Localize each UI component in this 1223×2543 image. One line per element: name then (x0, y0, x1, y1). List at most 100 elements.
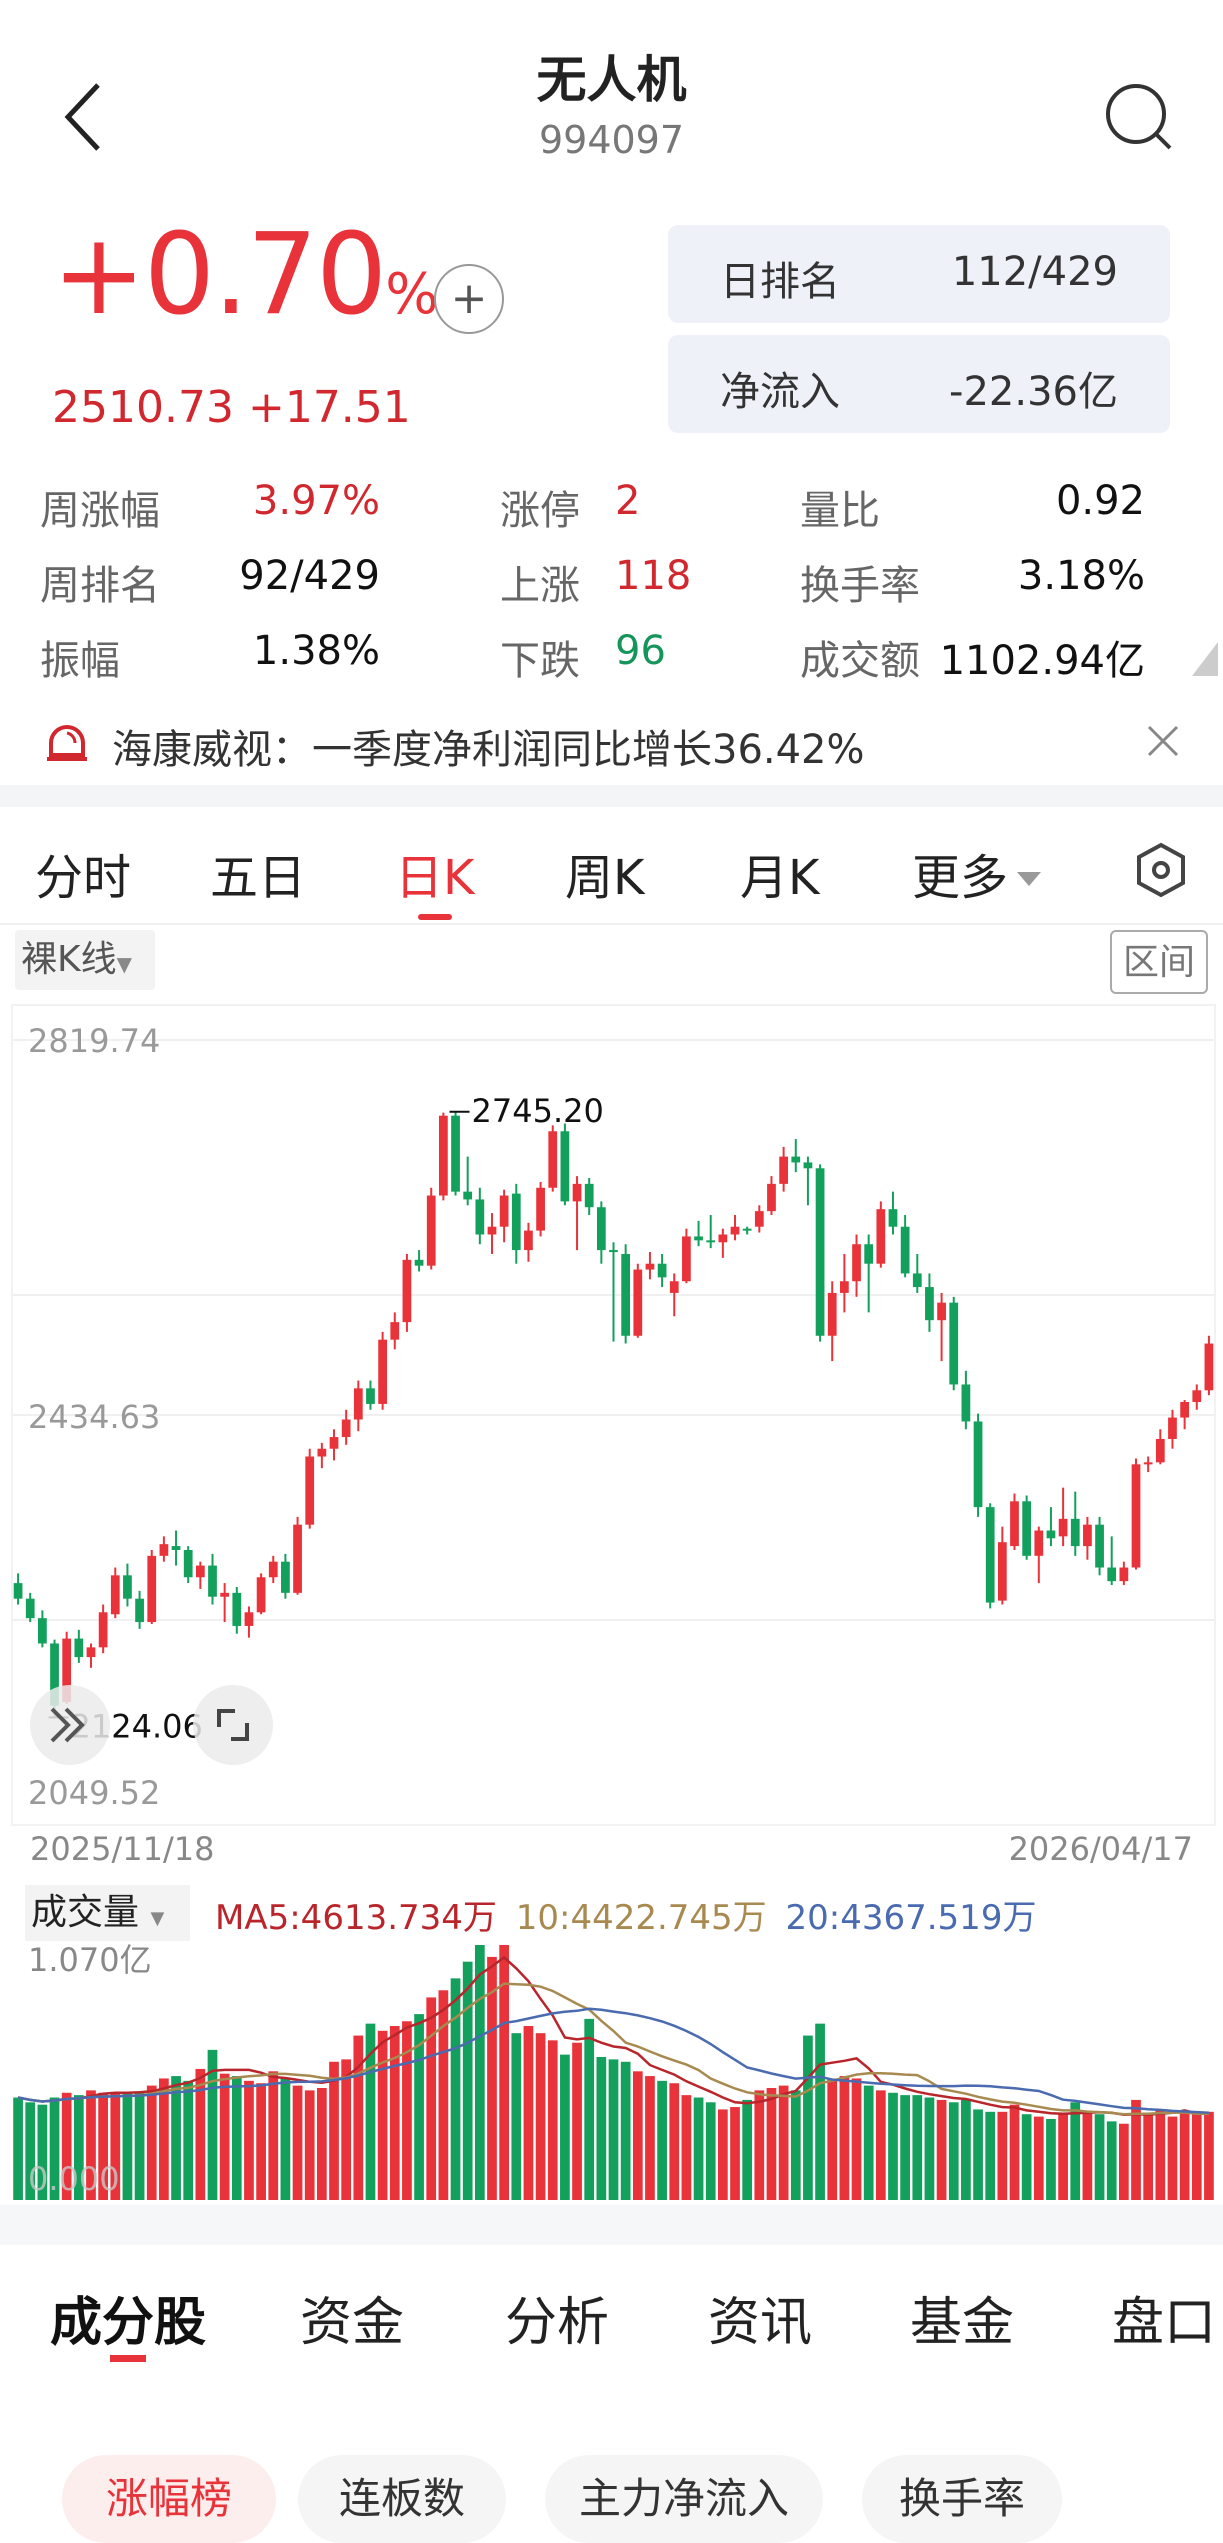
candle-down (281, 1561, 290, 1593)
tab-more[interactable]: 更多 (912, 838, 1044, 908)
tabs-divider (0, 923, 1223, 925)
candle-up (997, 1542, 1007, 1601)
advancers-value: 118 (615, 553, 692, 599)
expand-corner-icon[interactable] (1190, 640, 1220, 680)
weekly-change-label: 周涨幅 (40, 488, 160, 534)
tab-intraday[interactable]: 分时 (35, 850, 132, 906)
candle-up (499, 1195, 509, 1227)
volume-bar (98, 2092, 108, 2200)
candle-down (1046, 1530, 1056, 1539)
candle-up (244, 1612, 254, 1626)
candle-down (912, 1273, 922, 1288)
candle-down (74, 1638, 84, 1658)
candle-up (682, 1236, 691, 1282)
volume-bar (961, 2099, 971, 2200)
tab-fund[interactable]: 基金 (910, 2293, 1015, 2353)
volume-bar (900, 2095, 910, 2200)
chip-consecutive-limit[interactable]: 连板数 (298, 2455, 506, 2543)
expand-icon (217, 1709, 249, 1741)
volume-bar (268, 2071, 279, 2200)
volume-bar (304, 2090, 315, 2200)
chip-main-net-inflow[interactable]: 主力净流入 (545, 2455, 823, 2543)
indicator-dropdown[interactable]: 成交量 ▼ (25, 1885, 190, 1941)
candle-down (232, 1592, 242, 1626)
candle-up (840, 1281, 849, 1293)
candle-down (985, 1507, 995, 1603)
chip-top-gainers[interactable]: 涨幅榜 (62, 2455, 276, 2543)
volume-bar (584, 2018, 595, 2200)
close-icon[interactable] (1145, 723, 1181, 759)
tab-analysis[interactable]: 分析 (505, 2293, 610, 2353)
candle-down (13, 1583, 23, 1599)
net-inflow-box[interactable]: 净流入 -22.36亿 (668, 335, 1170, 433)
volume-bar (681, 2095, 692, 2200)
tab-news[interactable]: 资讯 (708, 2293, 813, 2353)
news-banner[interactable]: 海康威视：一季度净利润同比增长36.42% (0, 705, 1223, 775)
daily-rank-box[interactable]: 日排名 112/429 (668, 225, 1170, 323)
volume-bar (657, 2080, 667, 2200)
volume-bar (402, 2021, 412, 2200)
volume-bar (146, 2085, 157, 2200)
back-button[interactable] (50, 75, 120, 155)
add-watchlist-button[interactable]: + (434, 264, 504, 334)
volume-bar (474, 1945, 485, 2200)
x-axis-end-date: 2026/04/17 (1008, 1830, 1193, 1868)
volume-ratio-label: 量比 (800, 488, 880, 534)
search-button[interactable] (1100, 78, 1180, 158)
volume-bar (450, 1978, 461, 2200)
candle-up (439, 1115, 448, 1196)
volume-bar (195, 2068, 206, 2200)
volume-bar (1021, 2114, 1032, 2200)
volume-bar (851, 2078, 862, 2200)
volume-bar (730, 2107, 740, 2200)
price-line: 2510.73 +17.51 (52, 382, 411, 433)
search-icon (1106, 84, 1172, 150)
tab-daily-k[interactable]: 日K (395, 850, 475, 906)
y-axis-label: 2049.52 (28, 1774, 160, 1812)
index-code: 994097 (538, 118, 685, 162)
volume-bar (535, 2033, 546, 2200)
amplitude-value: 1.38% (252, 628, 380, 674)
fullscreen-button[interactable] (193, 1685, 273, 1765)
volume-chart[interactable] (0, 1930, 1223, 2205)
candle-up (1131, 1464, 1141, 1568)
candle-up (1119, 1567, 1129, 1582)
volume-bar (705, 2102, 716, 2200)
candle-down (463, 1191, 473, 1200)
volume-bar (341, 2059, 352, 2200)
hexagon-settings-icon[interactable] (1135, 842, 1187, 898)
candle-down (1022, 1501, 1032, 1556)
candle-down (560, 1131, 570, 1202)
volume-bar (790, 2090, 801, 2200)
ma20-label: 20:4367.519万 (785, 1898, 1037, 1938)
candle-up (256, 1577, 266, 1613)
volume-bar (742, 2099, 753, 2200)
ma5-label: MA5:4613.734万 (215, 1898, 497, 1938)
weekly-change-value: 3.97% (252, 478, 380, 524)
tab-constituents[interactable]: 成分股 (50, 2293, 207, 2353)
scroll-left-button[interactable] (30, 1685, 110, 1765)
volume-bar (888, 2092, 898, 2200)
range-button[interactable]: 区间 (1110, 930, 1208, 994)
tab-monthly-k[interactable]: 月K (740, 850, 820, 906)
tab-weekly-k[interactable]: 周K (565, 850, 645, 906)
y-axis-label: 2819.74 (28, 1022, 160, 1060)
candle-up (86, 1647, 96, 1658)
tab-order-book[interactable]: 盘口 (1112, 2293, 1217, 2353)
chip-turnover[interactable]: 换手率 (862, 2455, 1062, 2543)
candle-up (730, 1226, 740, 1235)
kline-mode-dropdown[interactable]: 裸K线▼ (15, 930, 155, 990)
tab-funds[interactable]: 资金 (300, 2293, 405, 2353)
volume-bar (171, 2076, 181, 2200)
candle-down (171, 1546, 181, 1550)
volume-max-label: 1.070亿 (28, 1941, 152, 1979)
candle-down (584, 1183, 594, 1208)
volume-bar (1179, 2111, 1190, 2200)
candle-down (366, 1388, 375, 1404)
tab-five-day[interactable]: 五日 (210, 850, 307, 906)
candle-up (645, 1263, 655, 1270)
volume-bar (1033, 2116, 1044, 2200)
kline-mode-label: 裸K线 (21, 939, 117, 980)
volume-bar (183, 2080, 194, 2200)
